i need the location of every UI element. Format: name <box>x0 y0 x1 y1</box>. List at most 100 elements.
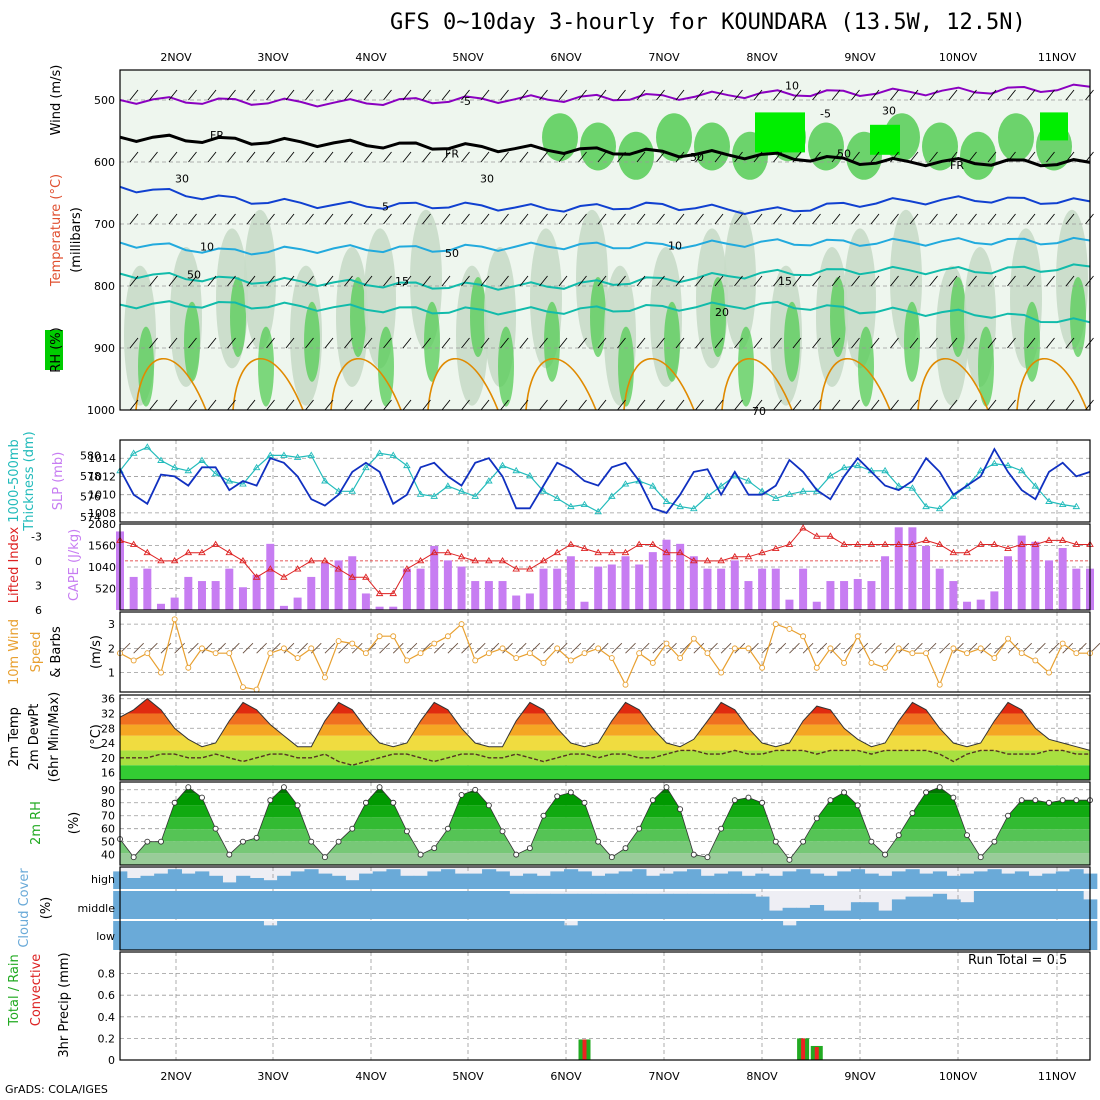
wind-barb <box>994 642 1005 654</box>
cape-bar <box>580 601 589 610</box>
lifted-index-line-point <box>840 540 848 547</box>
rh-area-high <box>784 301 800 382</box>
lifted-index-line-point <box>512 565 520 572</box>
thickness-line-point <box>1045 497 1053 504</box>
cape-bar <box>320 562 329 610</box>
thickness-line-point <box>894 482 903 489</box>
rh-line-point <box>1073 797 1080 804</box>
cloud-high-bar <box>290 871 305 889</box>
wind-barb <box>519 151 529 163</box>
wind-barb <box>1007 275 1016 287</box>
lifted-index-line-point <box>471 556 480 564</box>
lifted-index-line-point <box>211 540 220 547</box>
wind-barb <box>168 275 178 287</box>
thickness-ylabel-line: Thickness (dm) <box>22 431 37 531</box>
thickness-line-point <box>211 469 220 477</box>
wind-barb <box>441 213 451 225</box>
wind-barb <box>597 213 607 225</box>
thickness-line-point <box>280 451 288 458</box>
cape-bar <box>717 568 726 610</box>
wind-barb <box>948 337 958 349</box>
contour-label: 30 <box>175 173 189 186</box>
cloud-high-bar <box>1069 869 1084 889</box>
thickness-line-point <box>471 492 480 499</box>
precip-conv-ylabel: Convective <box>29 954 44 1027</box>
wind-barb <box>656 275 665 287</box>
cloud-high-bar <box>454 873 469 889</box>
cloud-low-bar <box>796 921 811 950</box>
wind-barb <box>461 337 470 349</box>
wind-barb <box>207 213 217 225</box>
precip-conv-ylabel-line: Convective <box>29 954 44 1027</box>
wind-barb <box>890 399 899 411</box>
wind-barb <box>656 213 665 225</box>
wind-speed-line-point <box>977 645 984 652</box>
rh-area <box>244 209 276 350</box>
wind-tick: 1 <box>108 667 115 680</box>
wind-barb <box>379 642 390 654</box>
wind-barb <box>285 337 295 349</box>
wind-speed-line <box>119 616 1090 691</box>
rh-line-point <box>567 789 574 796</box>
pressure-tick: 500 <box>94 94 115 107</box>
cloud-low-bar <box>864 921 879 950</box>
lifted-index-line-point <box>225 548 234 556</box>
cloud-high-bar <box>837 871 852 889</box>
cape-bar <box>498 581 507 610</box>
wind-barb <box>773 399 782 411</box>
cloud-low-bar <box>891 921 907 950</box>
wind-barb <box>773 89 782 101</box>
wind-barb <box>753 275 763 287</box>
wind-barb <box>129 89 139 101</box>
lifted-index-line-point <box>539 556 548 564</box>
wind-barb <box>207 399 217 411</box>
cloud-low-bar <box>905 921 920 950</box>
cloud-low-bar <box>782 925 797 950</box>
rh-line-point <box>499 828 506 835</box>
wind-barb <box>422 89 431 101</box>
wind-barb <box>968 275 977 287</box>
thickness-line-point <box>416 490 425 497</box>
cloud-low-bar <box>700 921 715 950</box>
lifted-index-tick: 0 <box>35 555 42 568</box>
temp-tick: 20 <box>101 752 115 765</box>
boundary-layer-contour <box>721 358 793 411</box>
wind-barb <box>831 89 841 101</box>
wind-barb <box>636 89 646 101</box>
wind-barb <box>792 89 802 101</box>
cloud-high-bar <box>932 871 948 889</box>
boundary-layer-contour <box>1016 358 1088 411</box>
rh-tick: 70 <box>101 810 115 823</box>
rh-line-point <box>622 845 629 852</box>
wind-barb <box>898 642 910 654</box>
rh-line-point <box>595 838 602 845</box>
rh-line-point <box>130 854 137 861</box>
wind-speed-line-point <box>895 645 902 652</box>
wind-barb <box>188 89 197 101</box>
cape-bar <box>471 581 480 610</box>
cloud-high-bar <box>809 873 825 889</box>
cloud-high-bar <box>577 871 592 889</box>
precip-total-ylabel-line: Total / Rain <box>7 954 22 1027</box>
panel-frame-slp <box>119 439 1091 523</box>
precip-tick: 0.2 <box>98 1032 116 1045</box>
wind-speed-line-point <box>677 655 684 662</box>
thickness-line-point <box>239 480 247 487</box>
cape-bar <box>689 556 698 610</box>
wind-barb <box>246 275 256 287</box>
wind-barb <box>266 399 275 411</box>
cloud-middle-bar <box>400 891 415 919</box>
rh-line-point <box>1005 812 1011 819</box>
wind-speed-line-point <box>950 645 957 652</box>
wind-barb <box>558 275 568 287</box>
wind-barb <box>129 399 139 411</box>
cape-bar <box>512 595 521 610</box>
contour-label: 20 <box>715 306 729 319</box>
wind-speed-line-point <box>280 645 287 652</box>
wind-speed-line-point <box>499 645 506 652</box>
wind-barb <box>714 151 724 163</box>
thickness-line-point <box>881 466 889 474</box>
rh-area-max <box>870 124 900 155</box>
wind-barb <box>570 642 582 654</box>
